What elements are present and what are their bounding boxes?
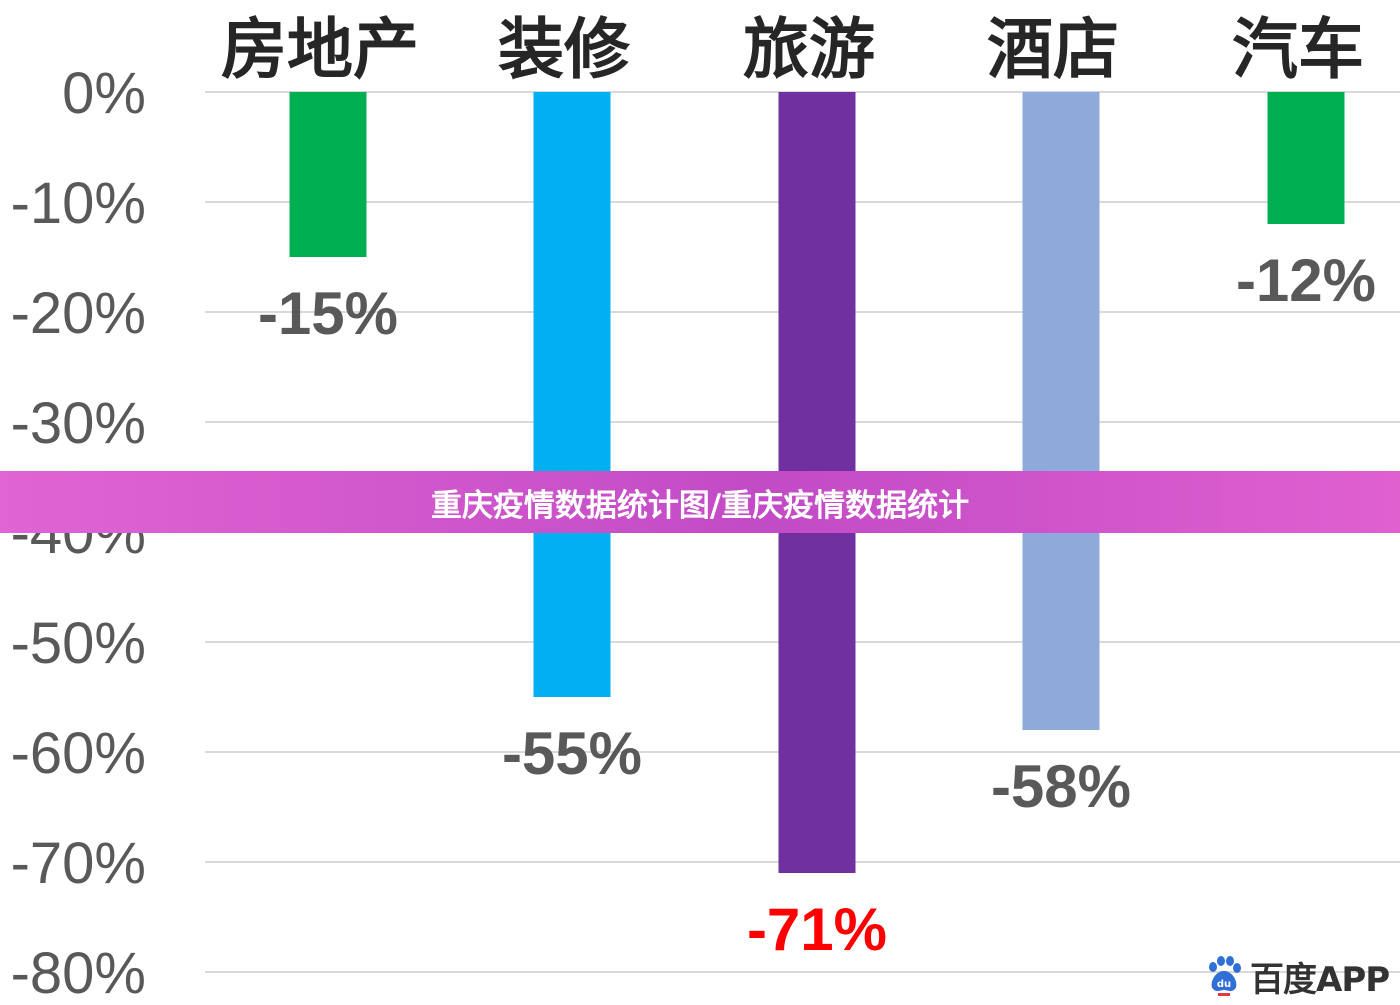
y-tick-label: -70%: [11, 831, 146, 896]
data-label: -58%: [991, 753, 1131, 820]
baidu-paw-icon: du: [1209, 955, 1241, 996]
watermark-text: 百度APP: [1250, 960, 1390, 1000]
data-label: -15%: [258, 280, 398, 347]
y-tick-label: -10%: [11, 171, 146, 236]
svg-text:du: du: [1217, 979, 1231, 990]
title-banner: 重庆疫情数据统计图/重庆疫情数据统计: [0, 471, 1400, 533]
bar: [289, 92, 367, 257]
category-label: 汽车: [1232, 11, 1364, 88]
watermark: du 百度APP: [1204, 952, 1390, 1001]
y-tick-label: -80%: [11, 941, 146, 1005]
data-label: -55%: [502, 720, 642, 787]
category-label: 房地产: [221, 11, 419, 88]
banner-text: 重庆疫情数据统计图/重庆疫情数据统计: [430, 487, 970, 524]
y-tick-label: -30%: [11, 391, 146, 456]
category-label: 酒店: [987, 11, 1119, 88]
bar: [1022, 92, 1100, 730]
y-tick-label: -50%: [11, 611, 146, 676]
bar: [533, 92, 611, 697]
category-label: 旅游: [743, 11, 875, 88]
bar: [1267, 92, 1345, 224]
y-tick-label: 0%: [62, 61, 146, 126]
category-label: 装修: [498, 11, 631, 88]
data-label: -71%: [747, 896, 887, 963]
y-tick-label: -60%: [11, 721, 146, 786]
data-label: -12%: [1236, 247, 1376, 314]
y-tick-label: -20%: [11, 281, 146, 346]
